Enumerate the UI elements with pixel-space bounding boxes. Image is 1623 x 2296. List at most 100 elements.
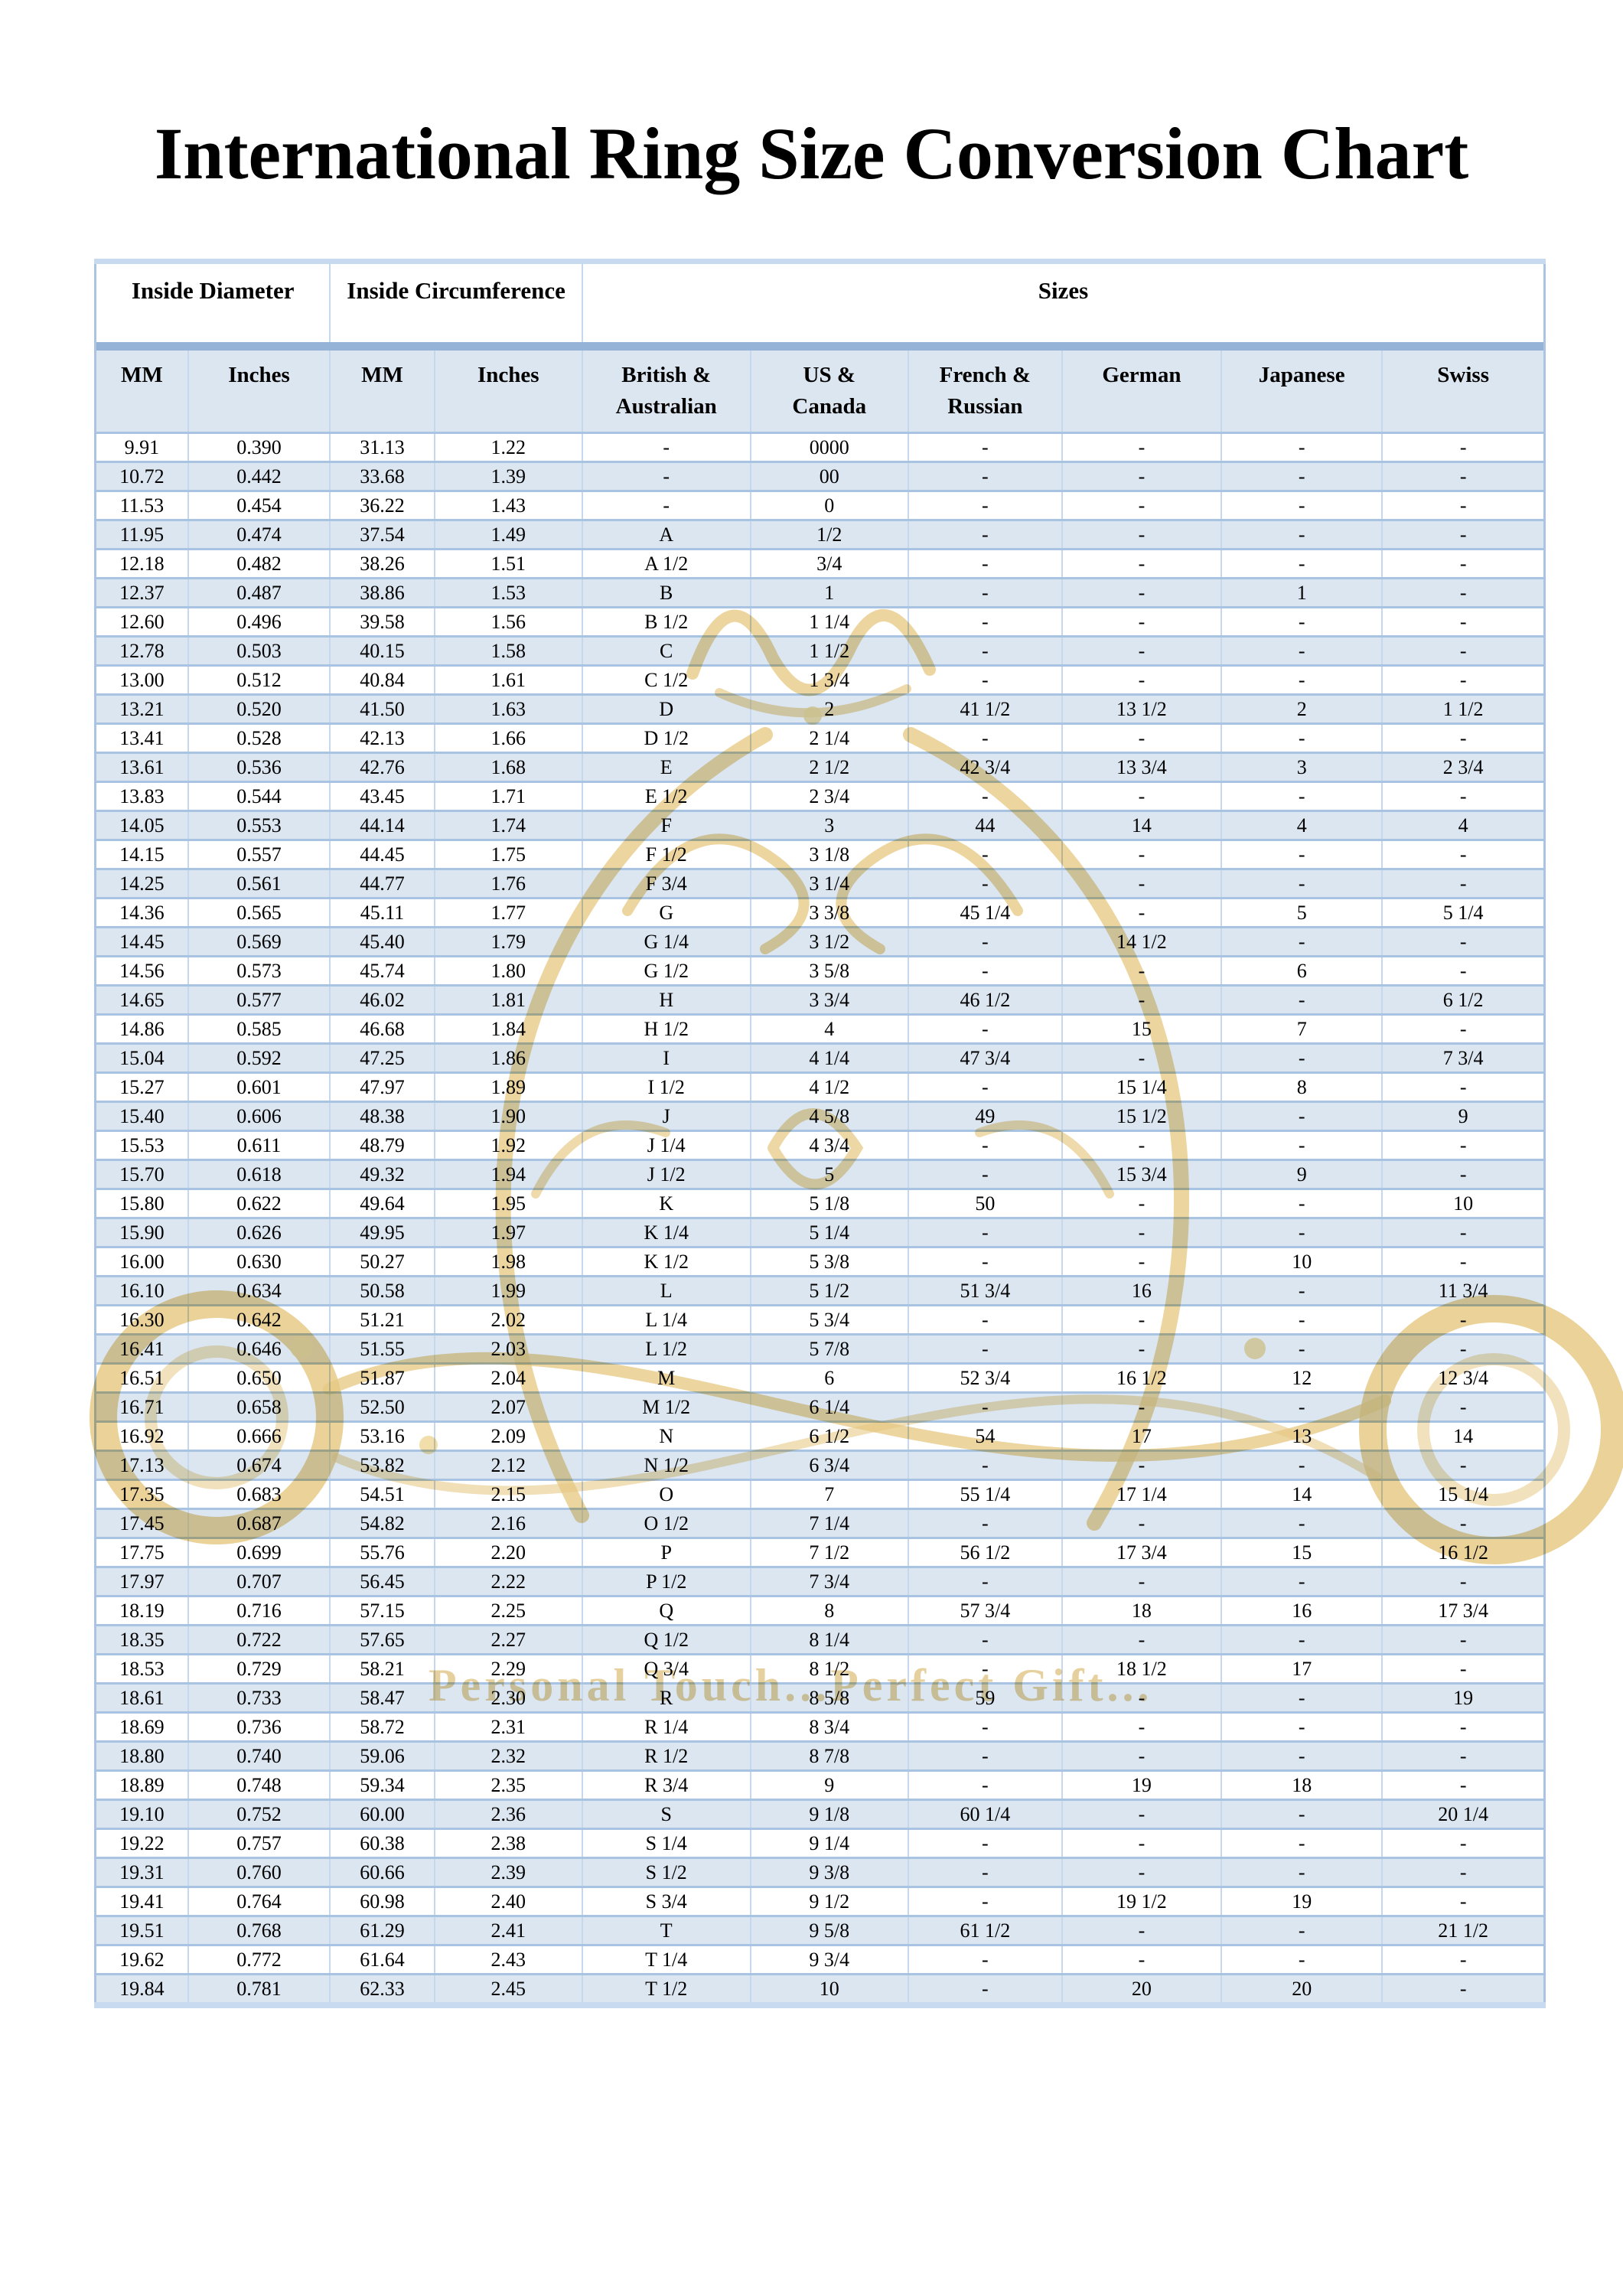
table-cell: 4 1/2	[749, 1071, 910, 1102]
table-cell: -	[1221, 1333, 1383, 1364]
table-cell: 18.80	[94, 1740, 189, 1771]
table-cell: L	[581, 1275, 751, 1306]
table-cell: P	[581, 1537, 751, 1567]
table-cell: L 1/4	[581, 1304, 751, 1335]
table-cell: 9	[1221, 1159, 1383, 1189]
table-cell: 0.768	[187, 1915, 331, 1945]
table-cell: 44.77	[329, 868, 435, 899]
table-cell: -	[1221, 1682, 1383, 1713]
table-cell: -	[1061, 1333, 1223, 1364]
table-cell: 0.626	[187, 1217, 331, 1247]
table-cell: 9 3/8	[749, 1857, 910, 1887]
table-cell: -	[908, 1159, 1063, 1189]
table-cell: 47.97	[329, 1071, 435, 1102]
table-cell: -	[1221, 1857, 1383, 1887]
table-cell: A 1/2	[581, 548, 751, 579]
table-cell: 47.25	[329, 1042, 435, 1073]
table-cell: -	[1221, 1915, 1383, 1945]
table-cell: -	[908, 1566, 1063, 1596]
column-header-label: Inches	[477, 363, 539, 387]
table-cell: 1.99	[433, 1275, 583, 1306]
table-cell: 51.55	[329, 1333, 435, 1364]
column-header: Japanese	[1221, 351, 1383, 433]
table-cell: 15.40	[94, 1101, 189, 1131]
table-cell: 19.31	[94, 1857, 189, 1887]
table-cell: 3 1/4	[749, 868, 910, 899]
table-cell: 1.71	[433, 781, 583, 811]
table-cell: 0.733	[187, 1682, 331, 1713]
table-cell: 5 7/8	[749, 1333, 910, 1364]
table-cell: T	[581, 1915, 751, 1945]
table-cell: 0.781	[187, 1973, 331, 2005]
table-cell: -	[1381, 1566, 1546, 1596]
table-cell: 14.45	[94, 926, 189, 957]
table-cell: 59	[908, 1682, 1063, 1713]
table-cell: 54.51	[329, 1479, 435, 1509]
table-cell: 8 1/2	[749, 1653, 910, 1684]
table-cell: 17.13	[94, 1450, 189, 1480]
table-cell: 0	[749, 490, 910, 520]
table-cell: 43.45	[329, 781, 435, 811]
table-cell: 55 1/4	[908, 1479, 1063, 1509]
table-row: 14.25 0.561 44.77 1.76 F 3/4 3 1/4- - - -	[94, 868, 1546, 899]
table-cell: -	[1061, 577, 1223, 608]
table-cell: 8 3/4	[749, 1711, 910, 1742]
table-row: 18.35 0.722 57.65 2.27 Q 1/2 8 1/4- - - -	[94, 1624, 1546, 1655]
table-cell: 2.36	[433, 1799, 583, 1829]
table-cell: -	[908, 781, 1063, 811]
table-cell: -	[1061, 1246, 1223, 1277]
table-cell: -	[1061, 984, 1223, 1015]
table-cell: -	[1061, 1799, 1223, 1829]
table-cell: 6 1/4	[749, 1391, 910, 1422]
table-cell: -	[1381, 1159, 1546, 1189]
table-cell: G	[581, 897, 751, 928]
table-row: 12.37 0.487 38.86 1.53 B 1- -1-	[94, 577, 1546, 608]
table-row: 13.21 0.520 41.50 1.63 D 2 41 1/2 13 1/2 2 1 1/2	[94, 693, 1546, 724]
table-cell: 31.13	[329, 432, 435, 462]
table-cell: 0.687	[187, 1508, 331, 1538]
table-cell: 54	[908, 1420, 1063, 1451]
table-cell: B	[581, 577, 751, 608]
table-cell: 19.84	[94, 1973, 189, 2005]
table-cell: 60.00	[329, 1799, 435, 1829]
table-cell: 16.10	[94, 1275, 189, 1306]
table-row: 10.72 0.442 33.68 1.39-00- - - -	[94, 461, 1546, 491]
table-cell: -	[1381, 1973, 1546, 2005]
table-cell: M 1/2	[581, 1391, 751, 1422]
table-cell: 2.15	[433, 1479, 583, 1509]
table-cell: -	[908, 1130, 1063, 1160]
table-cell: -	[908, 606, 1063, 637]
table-cell: F 3/4	[581, 868, 751, 899]
table-cell: 0.573	[187, 955, 331, 986]
table-cell: 15 3/4	[1061, 1159, 1223, 1189]
table-cell: 11 3/4	[1381, 1275, 1546, 1306]
table-cell: -	[908, 722, 1063, 753]
table-cell: -	[1061, 432, 1223, 462]
table-cell: 52 3/4	[908, 1362, 1063, 1393]
table-cell: 1.95	[433, 1188, 583, 1218]
table-cell: 2.02	[433, 1304, 583, 1335]
table-cell: 0.666	[187, 1420, 331, 1451]
table-cell: 0.683	[187, 1479, 331, 1509]
table-cell: -	[908, 635, 1063, 666]
table-cell: -	[908, 1450, 1063, 1480]
table-cell: B 1/2	[581, 606, 751, 637]
table-cell: 12.60	[94, 606, 189, 637]
table-cell: 61 1/2	[908, 1915, 1063, 1945]
table-cell: 19.10	[94, 1799, 189, 1829]
table-cell: 16 1/2	[1381, 1537, 1546, 1567]
table-cell: 20	[1061, 1973, 1223, 2005]
table-cell: 0.642	[187, 1304, 331, 1335]
table-row: 14.86 0.585 46.68 1.84 H 1/2 4-15 7-	[94, 1013, 1546, 1044]
table-row: 16.51 0.650 51.87 2.04 M 6 52 3/4 16 1/2 12 12 3/…	[94, 1362, 1546, 1393]
table-cell: 56 1/2	[908, 1537, 1063, 1567]
table-cell: 17 3/4	[1061, 1537, 1223, 1567]
table-cell: 42.13	[329, 722, 435, 753]
table-cell: 2.27	[433, 1624, 583, 1655]
table-cell: 0.729	[187, 1653, 331, 1684]
table-cell: -	[1221, 984, 1383, 1015]
table-cell: 1.63	[433, 693, 583, 724]
table-cell: Q	[581, 1595, 751, 1626]
table-cell: 0.528	[187, 722, 331, 753]
table-cell: 45.40	[329, 926, 435, 957]
